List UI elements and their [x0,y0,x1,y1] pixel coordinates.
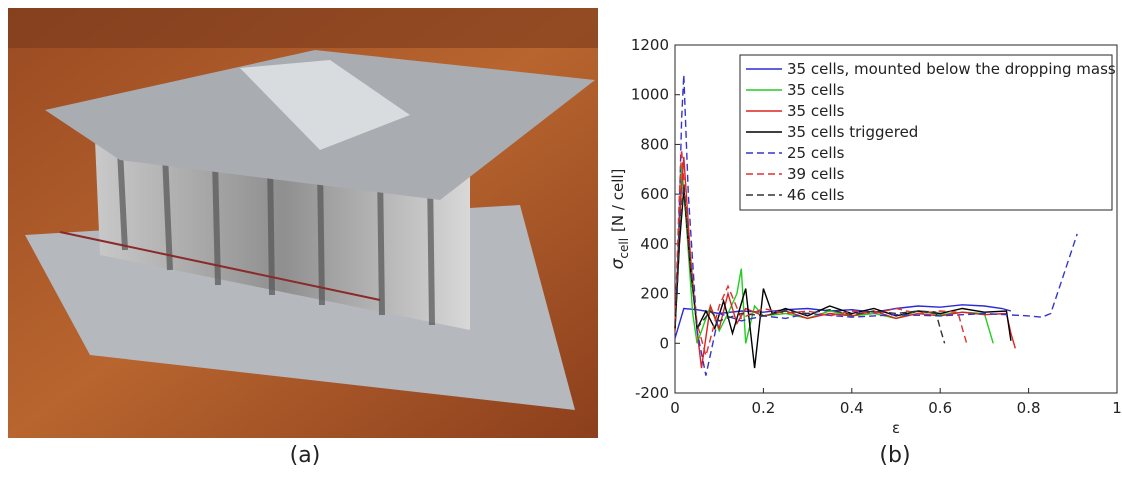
y-tick-label: 1200 [631,36,669,54]
legend-label: 35 cells, mounted below the dropping mas… [787,60,1116,78]
legend-label: 35 cells [787,102,845,120]
y-label-subscript: cell [617,238,631,259]
x-tick-label: 0 [670,399,680,417]
caption: (a) [290,443,321,468]
x-tick-label: 0.8 [1017,399,1041,417]
x-tick-label: 0.6 [928,399,952,417]
legend-label: 35 cells [787,81,845,99]
x-tick-label: 0.4 [840,399,864,417]
legend-label: 25 cells [787,144,845,162]
legend-label: 46 cells [787,186,845,204]
photo [8,8,598,438]
caption: (b) [879,443,910,468]
y-tick-label: 400 [640,235,669,253]
x-tick-label: 1 [1112,399,1122,417]
y-tick-label: 600 [640,185,669,203]
x-tick-label: 0.2 [751,399,775,417]
y-tick-label: 800 [640,135,669,153]
x-axis-label: ε [892,419,900,437]
legend-label: 39 cells [787,165,845,183]
y-label-unit: [N / cell] [609,169,627,232]
figure: (a) (b) -20002004006008001000120000.20.4… [0,0,1122,473]
y-tick-label: 200 [640,285,669,303]
y-tick-label: 1000 [631,86,669,104]
y-tick-label: -200 [635,384,669,402]
y-tick-label: 0 [659,334,669,352]
y-axis-label: σcell[N / cell] [608,169,631,270]
legend-label: 35 cells triggered [787,123,918,141]
